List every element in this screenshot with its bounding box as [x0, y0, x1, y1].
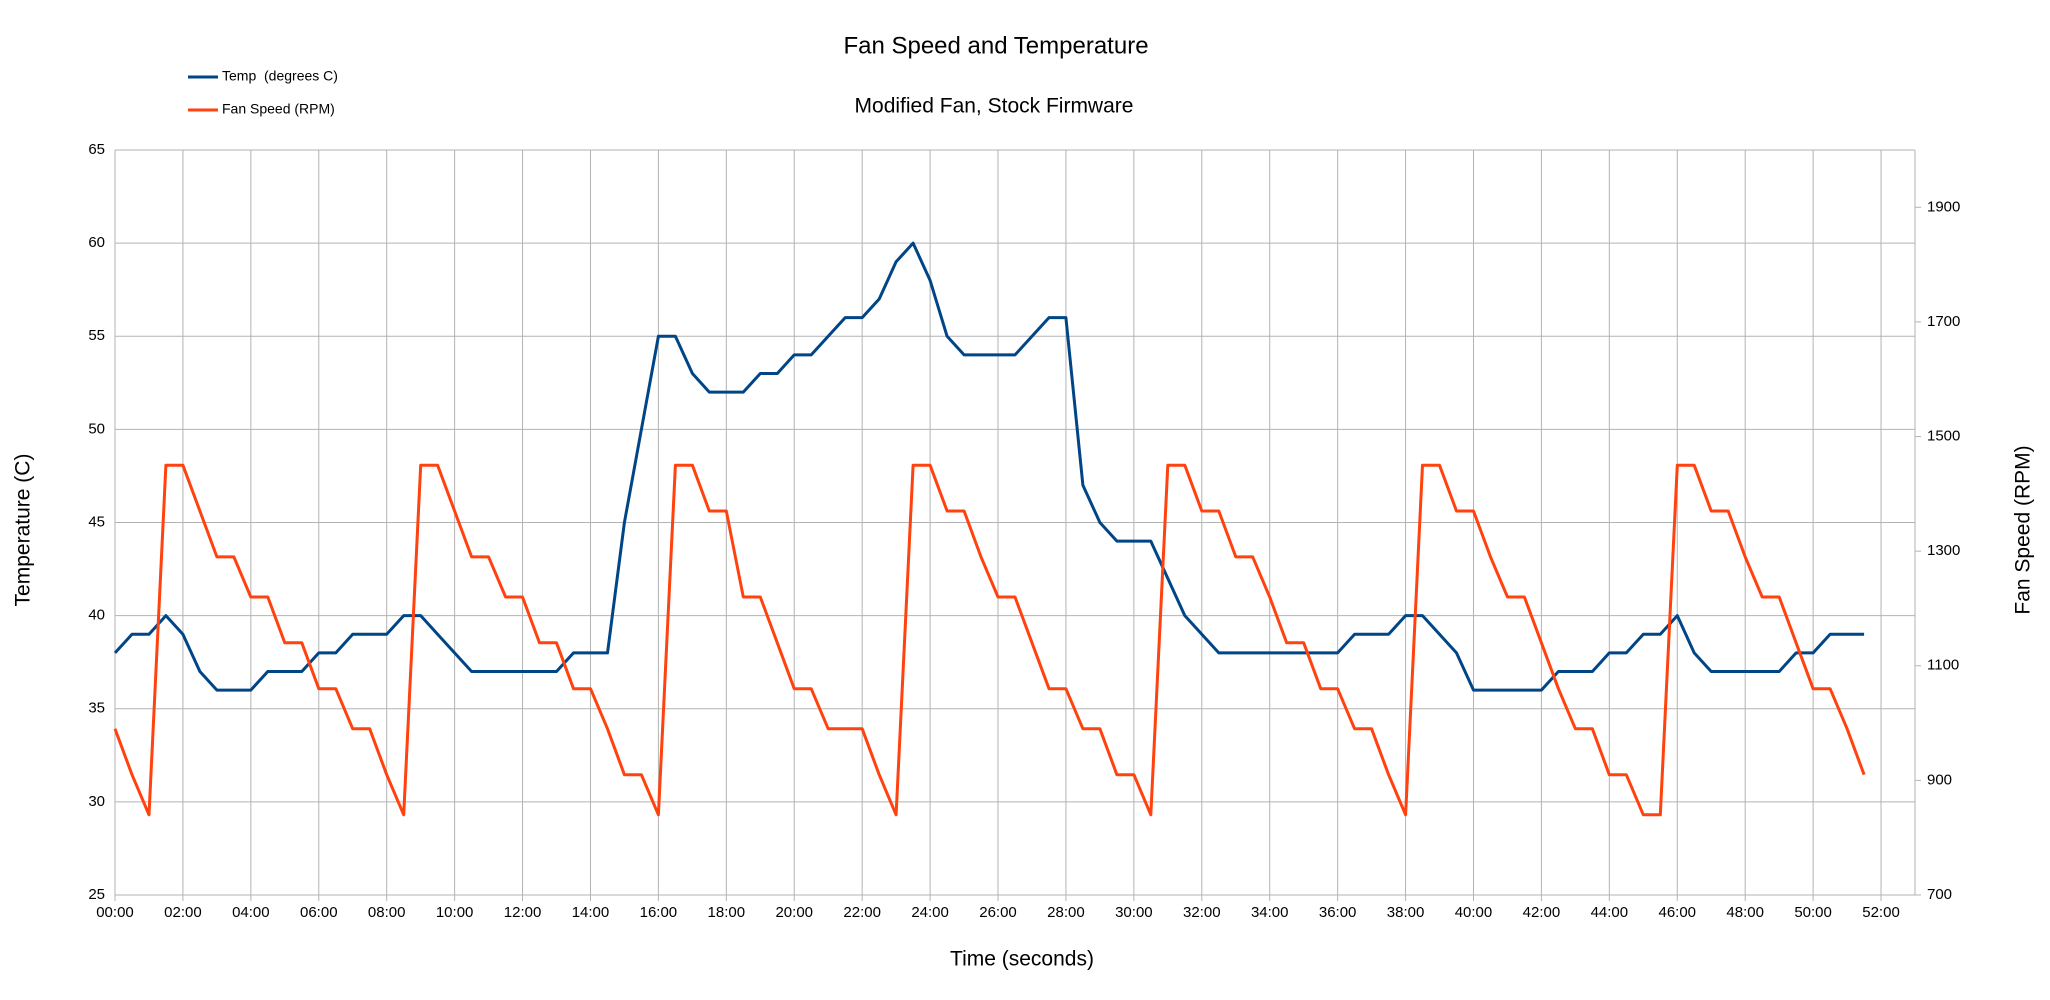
y-tick-label: 50 — [88, 420, 105, 437]
x-tick-label: 44:00 — [1591, 904, 1629, 921]
y-tick-label: 35 — [88, 700, 105, 717]
x-tick-label: 26:00 — [979, 904, 1017, 921]
x-tick-label: 46:00 — [1658, 904, 1696, 921]
x-tick-label: 20:00 — [775, 904, 813, 921]
x-tick-label: 08:00 — [368, 904, 406, 921]
y-tick-label: 30 — [88, 793, 105, 810]
x-tick-label: 10:00 — [436, 904, 474, 921]
series-line — [113, 241, 1865, 692]
y-tick-label: 65 — [88, 141, 105, 158]
y-tick-label: 60 — [88, 234, 105, 251]
y2-tick-label: 1300 — [1927, 542, 1960, 559]
x-tick-label: 28:00 — [1047, 904, 1085, 921]
x-tick-label: 22:00 — [843, 904, 881, 921]
x-tick-label: 36:00 — [1319, 904, 1357, 921]
x-tick-label: 40:00 — [1455, 904, 1493, 921]
x-tick-label: 32:00 — [1183, 904, 1221, 921]
x-tick-label: 18:00 — [708, 904, 746, 921]
x-tick-label: 14:00 — [572, 904, 610, 921]
y2-axis-label: Fan Speed (RPM) — [2012, 445, 2035, 614]
y2-tick-label: 1500 — [1927, 428, 1960, 445]
y-tick-label: 40 — [88, 607, 105, 624]
x-tick-label: 50:00 — [1794, 904, 1832, 921]
x-tick-label: 12:00 — [504, 904, 542, 921]
y-tick-label: 55 — [88, 327, 105, 344]
x-tick-label: 24:00 — [911, 904, 949, 921]
y-tick-label: 25 — [88, 886, 105, 903]
chart-subtitle: Modified Fan, Stock Firmware — [855, 95, 1134, 118]
x-tick-label: 16:00 — [640, 904, 678, 921]
series-line — [113, 463, 1866, 817]
x-tick-label: 52:00 — [1862, 904, 1900, 921]
x-tick-label: 34:00 — [1251, 904, 1289, 921]
y-tick-label: 45 — [88, 513, 105, 530]
x-tick-label: 48:00 — [1726, 904, 1764, 921]
x-tick-label: 30:00 — [1115, 904, 1153, 921]
x-tick-label: 06:00 — [300, 904, 338, 921]
y2-tick-label: 1900 — [1927, 198, 1960, 215]
legend-label: Temp (degrees C) — [222, 68, 338, 84]
y2-tick-label: 900 — [1927, 771, 1952, 788]
y2-tick-label: 700 — [1927, 886, 1952, 903]
x-tick-label: 00:00 — [96, 904, 134, 921]
x-tick-label: 02:00 — [164, 904, 202, 921]
x-tick-label: 04:00 — [232, 904, 270, 921]
chart-title: Fan Speed and Temperature — [843, 32, 1148, 59]
y-axis-label: Temperature (C) — [12, 454, 35, 607]
x-tick-label: 42:00 — [1523, 904, 1561, 921]
legend-label: Fan Speed (RPM) — [222, 101, 335, 117]
y2-tick-label: 1100 — [1927, 657, 1959, 674]
x-tick-label: 38:00 — [1387, 904, 1425, 921]
x-axis-label: Time (seconds) — [950, 948, 1094, 971]
y2-tick-label: 1700 — [1927, 313, 1960, 330]
